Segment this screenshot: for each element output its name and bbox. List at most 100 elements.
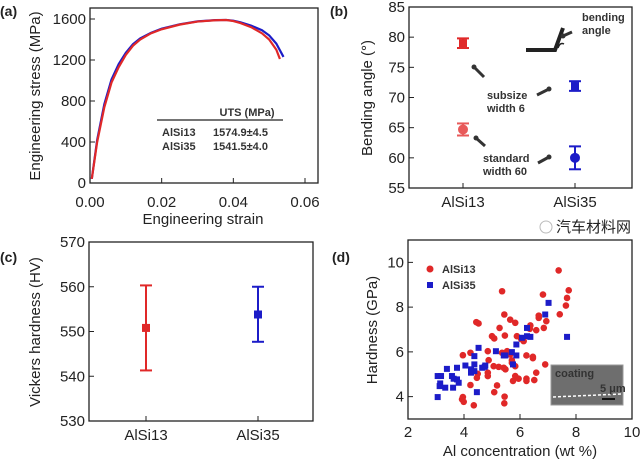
bending-specimen-icon [526, 27, 565, 52]
d-point-alsi35 [443, 365, 450, 372]
d-point-alsi13 [490, 335, 498, 342]
b-point-square [571, 82, 579, 91]
d-ytick-label: 10 [387, 254, 404, 271]
angle-arc-icon [557, 42, 565, 49]
d-ytick-label: 8 [396, 299, 404, 316]
panel-c-frame [88, 241, 314, 422]
b-ytick-label: 65 [388, 120, 405, 137]
a-xtick-label: 0.06 [290, 194, 319, 211]
d-point-alsi35 [513, 352, 520, 359]
d-point-alsi13 [530, 376, 538, 384]
d-xtick-label: 10 [624, 424, 640, 441]
b-annotation: subsize [487, 90, 527, 102]
d-point-alsi13 [523, 352, 530, 359]
d-point-alsi13 [495, 363, 503, 371]
b-ytick-label: 55 [388, 180, 405, 197]
d-point-alsi13 [541, 361, 549, 368]
d-point-alsi13 [484, 372, 492, 380]
d-xtick-label: 4 [460, 424, 468, 441]
c-ytick-label: 530 [60, 413, 85, 430]
d-xtick-label: 2 [404, 424, 412, 441]
d-point-alsi13 [529, 354, 537, 362]
b-annotation: bending [582, 12, 625, 24]
d-xtick-label: 6 [516, 424, 524, 441]
d-point-alsi13 [490, 362, 497, 370]
d-point-alsi35 [471, 353, 478, 360]
d-point-alsi13 [540, 324, 548, 332]
inset-label: coating [555, 368, 594, 380]
a-curve-alsi35 [90, 18, 285, 180]
d-legend-marker-circle [426, 265, 434, 273]
a-table-value: 1574.9±4.5 [213, 127, 268, 139]
panel-label: (d) [332, 249, 350, 265]
d-point-alsi35 [473, 389, 480, 396]
d-legend-label: AlSi35 [442, 280, 476, 292]
d-point-alsi13 [496, 324, 503, 332]
d-point-alsi35 [450, 384, 457, 391]
b-ylabel: Bending angle (°) [359, 40, 376, 156]
d-legend-label: AlSi13 [442, 264, 476, 276]
d-point-alsi35 [510, 361, 516, 368]
b-point-square [459, 39, 467, 48]
b-annotation: standard [483, 153, 529, 165]
inset-interface-line [552, 393, 622, 398]
b-category-label: AlSi35 [553, 194, 596, 211]
d-point-alsi13 [539, 291, 547, 298]
d-point-alsi13 [458, 396, 466, 403]
d-point-alsi13 [475, 320, 482, 327]
panel-label: (b) [330, 3, 348, 19]
d-point-alsi35 [462, 362, 469, 369]
b-ytick-label: 60 [388, 150, 405, 167]
d-point-alsi13 [498, 287, 506, 295]
b-point-circle [458, 124, 468, 135]
a-table-name: AlSi13 [162, 127, 196, 139]
d-point-alsi35 [434, 373, 441, 380]
d-point-alsi13 [535, 312, 543, 319]
watermark-text: 汽车材料网 [556, 219, 631, 236]
d-point-alsi13 [506, 316, 514, 323]
a-ytick-label: 800 [61, 93, 86, 110]
a-ytick-label: 1600 [53, 11, 86, 28]
d-point-alsi35 [455, 379, 462, 386]
arrow-head-icon [560, 33, 566, 39]
d-legend-marker-square [427, 282, 433, 288]
d-point-alsi13 [515, 375, 522, 383]
d-point-alsi13 [555, 267, 562, 274]
d-point-alsi13 [484, 347, 492, 355]
a-xtick-label: 0.02 [147, 194, 176, 211]
d-point-alsi35 [527, 333, 534, 340]
b-annotation: width 6 [486, 103, 525, 115]
c-ytick-label: 540 [60, 368, 85, 385]
d-point-alsi35 [454, 364, 460, 371]
d-point-alsi35 [524, 333, 530, 340]
d-point-alsi35 [471, 368, 478, 375]
a-curve-alsi13 [90, 18, 281, 180]
d-point-alsi13 [501, 400, 508, 407]
d-xlabel: Al concentration (wt %) [443, 443, 597, 460]
b-point-circle [570, 152, 580, 163]
c-ytick-label: 570 [60, 234, 85, 251]
d-point-alsi35 [437, 380, 444, 387]
c-point-square [142, 323, 150, 332]
d-point-alsi13 [470, 402, 478, 409]
panel-label: (a) [0, 3, 17, 19]
c-category-label: AlSi35 [236, 427, 279, 444]
sem-inset-image [550, 364, 624, 406]
d-point-alsi35 [518, 334, 525, 341]
d-point-alsi35 [438, 373, 445, 380]
d-ytick-label: 6 [396, 344, 404, 361]
d-point-alsi13 [501, 393, 508, 400]
arrow-head-icon [546, 86, 552, 92]
b-ytick-label: 85 [388, 0, 405, 16]
d-point-alsi35 [542, 311, 549, 318]
d-point-alsi13 [467, 381, 474, 389]
a-table-value: 1541.5±4.0 [213, 141, 268, 153]
a-ylabel: Engineering stress (MPa) [27, 11, 44, 180]
panel-a-frame [89, 7, 319, 184]
c-point-square [254, 310, 262, 319]
d-point-alsi13 [490, 388, 498, 396]
d-point-alsi13 [565, 287, 573, 294]
d-point-alsi35 [564, 333, 571, 340]
c-ytick-label: 550 [60, 324, 85, 341]
a-ytick-label: 0 [78, 175, 86, 192]
